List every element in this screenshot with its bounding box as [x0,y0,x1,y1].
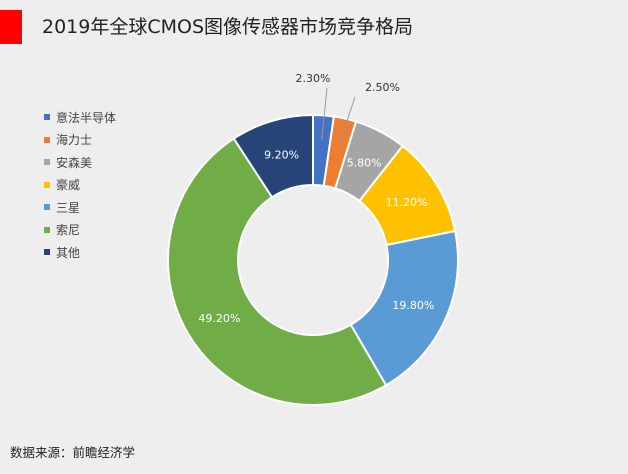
legend-swatch [44,226,50,233]
legend-label: 豪威 [56,178,81,193]
slice-label-3: 5.80% [347,157,382,170]
slice-label-6: 49.20% [198,312,240,325]
legend-label: 安森美 [56,155,93,170]
legend-swatch [44,204,50,211]
legend-swatch [44,136,50,143]
donut-slice-6 [167,137,388,406]
legend-swatch [44,159,50,166]
chart-title: 2019年全球CMOS图像传感器市场竞争格局 [42,16,414,38]
legend-item-6: 索尼 [44,219,116,242]
legend-label: 三星 [56,200,81,215]
leader-line-1 [321,87,328,141]
slice-label-1: 2.30% [296,72,331,85]
legend-label: 意法半导体 [56,110,117,125]
title-accent-bar [0,10,22,44]
slice-label-4: 11.20% [386,196,428,209]
legend-item-7: 其他 [44,241,116,264]
leader-line-2 [339,96,356,144]
legend-label: 其他 [56,245,81,260]
legend-item-5: 三星 [44,196,116,219]
slice-label-5: 19.80% [392,299,434,312]
slice-label-2: 2.50% [365,81,400,94]
legend-item-1: 意法半导体 [44,106,116,129]
legend-item-4: 豪威 [44,174,116,197]
legend-swatch [44,249,50,256]
chart-legend: 意法半导体海力士安森美豪威三星索尼其他 [44,106,116,264]
slice-label-7: 9.20% [264,149,299,162]
legend-label: 索尼 [56,223,81,238]
legend-label: 海力士 [56,133,93,148]
legend-swatch [44,181,50,188]
donut-slice-5 [349,229,459,387]
data-source: 数据来源：前瞻经济学 [10,445,136,460]
legend-swatch [44,114,50,121]
legend-item-2: 海力士 [44,129,116,152]
donut-slice-7 [232,113,314,199]
legend-item-3: 安森美 [44,151,116,174]
